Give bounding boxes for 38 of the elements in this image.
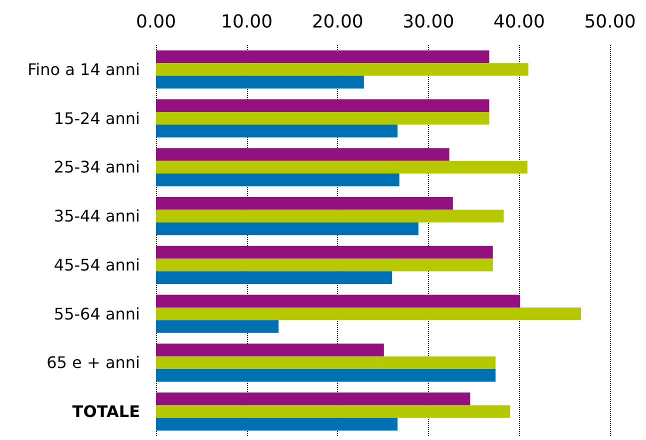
bar — [156, 392, 470, 406]
y-tick-label: 15-24 anni — [54, 108, 140, 128]
bar — [156, 320, 279, 333]
bar — [156, 99, 490, 112]
bar — [156, 174, 400, 186]
x-tick-label: 30.00 — [402, 12, 454, 32]
x-tick-label: 10.00 — [221, 12, 273, 32]
bar — [156, 258, 493, 272]
bar — [156, 418, 398, 431]
y-tick-label: 35-44 anni — [54, 206, 140, 226]
bar — [156, 246, 493, 259]
x-tick-label: 20.00 — [312, 12, 364, 32]
bar — [156, 344, 384, 356]
bar — [156, 76, 364, 88]
bar — [156, 405, 510, 418]
bar — [156, 197, 453, 210]
x-tick-label: 50.00 — [584, 12, 636, 32]
y-tick-label: TOTALE — [72, 402, 140, 422]
y-tick-label: 65 e + anni — [46, 353, 140, 372]
bar — [156, 63, 528, 76]
bar — [156, 294, 520, 308]
y-tick-label: Fino a 14 anni — [28, 60, 140, 79]
bar — [156, 148, 450, 161]
x-tick-label: 0.00 — [136, 12, 176, 32]
bar — [156, 356, 496, 370]
bar — [156, 160, 528, 174]
bar — [156, 307, 581, 320]
bar — [156, 112, 490, 125]
bar — [156, 222, 418, 236]
y-tick-label: 45-54 anni — [54, 255, 140, 274]
bar — [156, 50, 490, 64]
bar — [156, 369, 496, 382]
y-tick-label: 25-34 anni — [54, 158, 140, 177]
bar — [156, 271, 392, 284]
bar — [156, 124, 398, 138]
x-tick-label: 40.00 — [493, 12, 545, 32]
y-tick-label: 55-64 anni — [54, 304, 140, 324]
bar — [156, 210, 504, 222]
